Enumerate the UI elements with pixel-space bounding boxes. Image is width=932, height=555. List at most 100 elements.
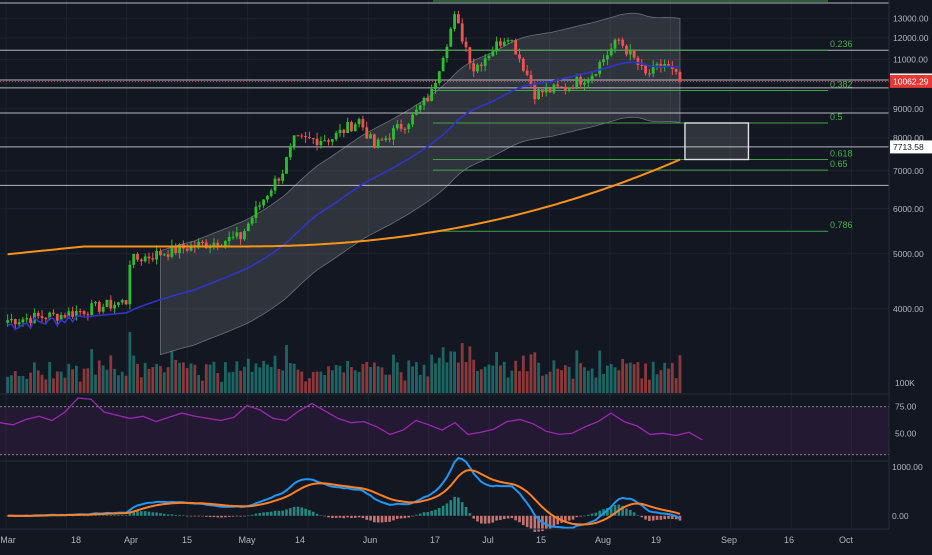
volume-bar bbox=[640, 378, 644, 393]
macd-histogram-bar bbox=[590, 513, 594, 516]
macd-histogram-bar bbox=[109, 515, 113, 516]
macd-histogram-bar bbox=[403, 515, 407, 519]
candle-body bbox=[418, 105, 422, 110]
macd-histogram-bar bbox=[388, 515, 391, 522]
candle-body bbox=[178, 244, 181, 254]
target-box[interactable] bbox=[684, 122, 750, 161]
volume-bar bbox=[437, 357, 441, 393]
volume-bar bbox=[235, 361, 239, 393]
macd-histogram-bar bbox=[533, 515, 537, 532]
macd-histogram-bar bbox=[483, 515, 487, 524]
candle-body bbox=[621, 39, 625, 46]
candle-body bbox=[430, 88, 434, 102]
volume-bar bbox=[594, 377, 598, 393]
macd-histogram-bar bbox=[625, 508, 628, 516]
time-tick-label: 15 bbox=[536, 535, 546, 545]
volume-bar bbox=[567, 366, 571, 393]
macd-histogram-bar bbox=[548, 515, 552, 529]
volume-bar bbox=[78, 381, 82, 393]
candle-body bbox=[460, 23, 464, 42]
macd-histogram-bar bbox=[342, 515, 346, 519]
candle-body bbox=[464, 41, 468, 48]
volume-bar bbox=[132, 355, 136, 393]
candle-body bbox=[541, 89, 544, 93]
volume-bar bbox=[361, 364, 365, 393]
candle-body bbox=[185, 248, 189, 251]
candle-body bbox=[365, 127, 369, 139]
time-tick-label: Jun bbox=[363, 535, 378, 545]
volume-bar bbox=[29, 372, 32, 393]
volume-bar bbox=[369, 367, 372, 393]
macd-histogram-bar bbox=[395, 515, 399, 519]
volume-bar bbox=[6, 376, 10, 393]
macd-histogram-bar bbox=[285, 509, 288, 516]
volume-bar bbox=[483, 366, 487, 393]
macd-histogram-bar bbox=[262, 512, 265, 516]
candle-body bbox=[655, 63, 659, 66]
macd-histogram-bar bbox=[487, 515, 491, 524]
candle-body bbox=[235, 232, 239, 237]
candle-body bbox=[82, 311, 86, 315]
candle-body bbox=[143, 256, 147, 262]
volume-bar bbox=[281, 370, 285, 393]
macd-histogram-bar bbox=[632, 512, 636, 516]
volume-tick-label: 100K bbox=[895, 378, 915, 388]
volume-bar bbox=[434, 363, 437, 393]
candle-body bbox=[170, 245, 174, 257]
candle-body bbox=[552, 84, 556, 93]
level-price-badge[interactable] bbox=[890, 140, 932, 154]
volume-bar bbox=[605, 365, 609, 393]
candle-body bbox=[353, 124, 357, 132]
ma200-line bbox=[7, 158, 681, 256]
macd-histogram-bar bbox=[644, 515, 647, 520]
candle-body bbox=[216, 242, 220, 247]
volume-bar bbox=[174, 360, 178, 393]
macd-histogram-bar bbox=[476, 515, 479, 522]
candle-body bbox=[479, 64, 483, 66]
volume-bar bbox=[239, 370, 243, 393]
volume-bar bbox=[514, 360, 518, 393]
candle-body bbox=[457, 14, 460, 24]
volume-bar bbox=[418, 374, 422, 393]
volume-bar bbox=[491, 365, 495, 393]
candle-body bbox=[449, 28, 453, 47]
candle-body bbox=[411, 114, 414, 125]
macd-histogram-bar bbox=[674, 515, 678, 520]
candle-body bbox=[483, 58, 487, 66]
candle-body bbox=[162, 254, 166, 256]
macd-histogram-bar bbox=[651, 515, 655, 521]
candle-body bbox=[273, 178, 277, 191]
macd-histogram-bar bbox=[124, 515, 128, 516]
macd-histogram-bar bbox=[510, 515, 514, 519]
macd-histogram-bar bbox=[105, 514, 109, 516]
volume-bar bbox=[82, 368, 86, 393]
candle-body bbox=[529, 74, 533, 85]
macd-histogram-bar bbox=[544, 515, 548, 530]
candle-body bbox=[71, 311, 74, 317]
volume-bar bbox=[136, 363, 139, 393]
last-price-badge[interactable] bbox=[890, 74, 932, 88]
macd-histogram-bar bbox=[422, 512, 426, 516]
volume-bar bbox=[292, 363, 296, 393]
target-rectangle[interactable] bbox=[684, 122, 750, 161]
rsi-panel bbox=[0, 397, 889, 456]
price-axis[interactable]: 4000.00 5000.00 6000.00 7000.00 8000.00 9000.… bbox=[888, 0, 932, 550]
volume-bar bbox=[63, 377, 67, 393]
volume-bar bbox=[678, 355, 682, 393]
volume-bar bbox=[162, 372, 166, 393]
candle-body bbox=[571, 87, 575, 89]
volume-bar bbox=[13, 371, 17, 393]
macd-histogram-bar bbox=[598, 510, 602, 516]
candle-body bbox=[369, 134, 372, 139]
macd-histogram-bar bbox=[117, 515, 120, 516]
time-axis[interactable]: Mar 18 Apr 15 May 14 Jun 17 Jul 15 Aug 19 Sep 16 Oct bbox=[0, 528, 889, 545]
candle-body bbox=[648, 73, 651, 75]
price-tick-label: 7000.00 bbox=[893, 166, 924, 176]
macd-histogram-bar bbox=[640, 515, 644, 518]
volume-bar bbox=[97, 360, 101, 393]
volume-bar bbox=[403, 380, 407, 393]
candle-body bbox=[90, 303, 94, 315]
